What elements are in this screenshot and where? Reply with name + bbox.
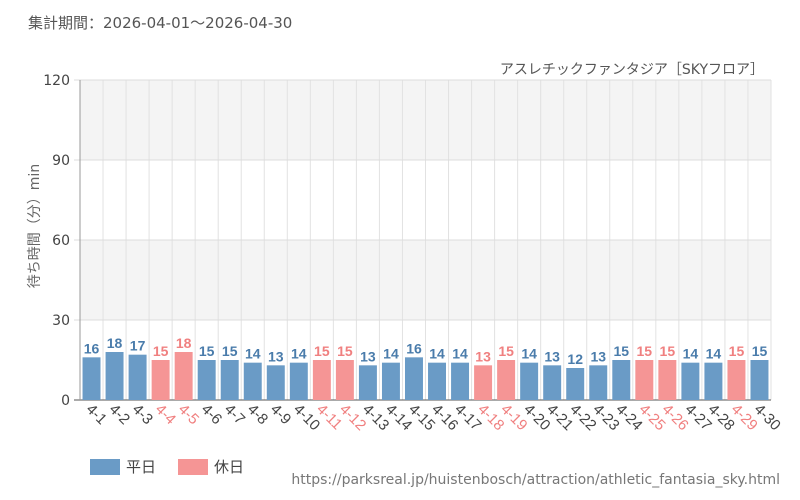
bar xyxy=(474,365,493,400)
y-tick-label: 30 xyxy=(52,313,70,329)
bar-value-label: 15 xyxy=(222,343,238,359)
bar xyxy=(589,365,608,400)
bar-value-label: 14 xyxy=(452,346,468,362)
bar-value-label: 15 xyxy=(199,343,215,359)
y-tick-label: 90 xyxy=(52,153,70,169)
bar xyxy=(128,354,147,400)
legend-holiday-swatch xyxy=(178,458,209,475)
bar xyxy=(635,360,654,400)
bar-value-label: 14 xyxy=(291,346,307,362)
bar-value-label: 17 xyxy=(130,338,146,354)
bar xyxy=(381,362,400,400)
bar xyxy=(220,360,239,400)
bar xyxy=(151,360,170,400)
bar xyxy=(658,360,677,400)
bar-value-label: 14 xyxy=(521,346,537,362)
source-url: https://parksreal.jp/huistenbosch/attrac… xyxy=(291,472,780,488)
bar-value-label: 15 xyxy=(498,343,514,359)
bar xyxy=(289,362,308,400)
legend-weekday: 平日 xyxy=(90,456,156,477)
bar xyxy=(335,360,354,400)
bar xyxy=(750,360,769,400)
bar-value-label: 14 xyxy=(383,346,399,362)
x-tick-label: 4-6 xyxy=(198,401,225,428)
bar-value-label: 14 xyxy=(683,346,699,362)
bar xyxy=(520,362,539,400)
bar-value-label: 18 xyxy=(176,335,192,351)
bar xyxy=(197,360,216,400)
collection-period: 集計期間：2026-04-01～2026-04-30 xyxy=(28,14,293,32)
bar-value-label: 12 xyxy=(567,351,583,367)
bar-value-label: 15 xyxy=(637,343,653,359)
wait-time-bar-chart: 0 30 60 90 120 16 4-1 18 4-2 17 4-3 15 4-4 18 4-5 15 4-6… xyxy=(43,73,784,434)
bar-value-label: 15 xyxy=(729,343,745,359)
bar xyxy=(266,365,285,400)
x-tick-label: 4-1 xyxy=(83,401,110,428)
bar-value-label: 13 xyxy=(360,348,376,364)
bar xyxy=(497,360,516,400)
x-tick-label: 4-7 xyxy=(221,401,248,428)
y-tick-label: 120 xyxy=(43,73,70,89)
bar-value-label: 13 xyxy=(268,348,284,364)
bar xyxy=(451,362,470,400)
bar-value-label: 15 xyxy=(613,343,629,359)
bar-value-label: 13 xyxy=(475,348,491,364)
bar-value-label: 18 xyxy=(107,335,123,351)
bar xyxy=(727,360,746,400)
x-tick-label: 4-2 xyxy=(106,401,133,428)
legend-holiday-label: 休日 xyxy=(214,458,245,476)
bar xyxy=(612,360,631,400)
bar-value-label: 15 xyxy=(153,343,169,359)
x-tick-label: 4-9 xyxy=(267,401,294,428)
bar xyxy=(82,357,101,400)
bar-value-label: 15 xyxy=(752,343,768,359)
x-tick-label: 4-8 xyxy=(244,401,271,428)
legend-weekday-swatch xyxy=(90,458,120,475)
y-tick-label: 0 xyxy=(61,393,70,409)
bar xyxy=(704,362,723,400)
bar-value-label: 15 xyxy=(314,343,330,359)
legend: 平日 休日 xyxy=(90,456,266,477)
bar-value-label: 13 xyxy=(544,348,560,364)
attraction-name: アスレチックファンタジア［SKYフロア］ xyxy=(499,62,764,78)
bar xyxy=(243,362,262,400)
bar xyxy=(681,362,700,400)
bar xyxy=(428,362,446,400)
x-tick-label: 4-3 xyxy=(129,401,156,428)
legend-weekday-label: 平日 xyxy=(126,458,157,476)
bar-value-label: 14 xyxy=(245,346,261,362)
bar xyxy=(312,360,331,400)
legend-holiday: 休日 xyxy=(178,456,244,477)
x-tick-label: 4-5 xyxy=(175,401,202,428)
bar xyxy=(174,352,193,400)
bar-value-label: 15 xyxy=(337,343,353,359)
bar-value-label: 15 xyxy=(660,343,676,359)
bar xyxy=(358,365,377,400)
bar-value-label: 16 xyxy=(406,340,422,356)
bar xyxy=(543,365,562,400)
bar xyxy=(405,357,423,400)
bar-value-label: 13 xyxy=(590,348,606,364)
bar xyxy=(105,352,124,400)
bar-value-label: 14 xyxy=(429,346,445,362)
bar-value-label: 16 xyxy=(84,340,100,356)
bar xyxy=(566,368,585,400)
y-tick-label: 60 xyxy=(52,233,70,249)
bar-value-label: 14 xyxy=(706,346,722,362)
x-tick-label: 4-30 xyxy=(751,401,784,434)
x-tick-label: 4-4 xyxy=(152,401,179,428)
